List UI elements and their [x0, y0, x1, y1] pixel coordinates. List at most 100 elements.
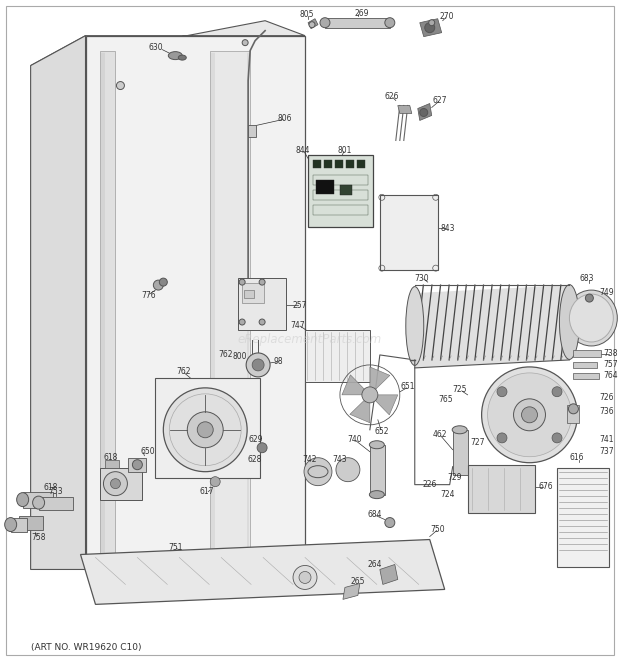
Text: 616: 616 — [569, 453, 583, 462]
Ellipse shape — [385, 18, 395, 28]
Circle shape — [425, 22, 435, 32]
Text: 741: 741 — [599, 435, 614, 444]
Bar — [313, 161, 321, 169]
Circle shape — [187, 412, 223, 447]
Circle shape — [259, 319, 265, 325]
Text: 684: 684 — [368, 510, 382, 519]
Circle shape — [552, 433, 562, 443]
Circle shape — [153, 280, 163, 290]
Circle shape — [252, 359, 264, 371]
Ellipse shape — [168, 52, 182, 59]
Text: 747: 747 — [291, 321, 305, 330]
Bar — [557, 468, 609, 567]
Ellipse shape — [179, 55, 186, 60]
Circle shape — [133, 459, 143, 470]
Text: 800: 800 — [233, 352, 247, 362]
Circle shape — [429, 20, 435, 26]
Circle shape — [336, 457, 360, 482]
Text: 776: 776 — [141, 291, 156, 299]
Text: 270: 270 — [440, 12, 454, 21]
Circle shape — [239, 279, 245, 285]
Bar — [105, 459, 120, 468]
Bar — [242, 283, 264, 303]
Circle shape — [299, 572, 311, 584]
Bar — [316, 180, 334, 194]
Text: 762: 762 — [176, 368, 190, 376]
Polygon shape — [418, 104, 432, 120]
Polygon shape — [370, 367, 390, 395]
Polygon shape — [350, 395, 370, 423]
Polygon shape — [370, 445, 385, 494]
Text: 764: 764 — [603, 371, 618, 380]
Text: 462: 462 — [433, 430, 447, 440]
Polygon shape — [30, 20, 305, 65]
Text: 753: 753 — [48, 487, 63, 496]
Polygon shape — [325, 18, 390, 28]
Circle shape — [513, 399, 546, 431]
Circle shape — [497, 433, 507, 443]
Circle shape — [304, 457, 332, 486]
Text: 726: 726 — [599, 393, 614, 403]
Bar — [574, 362, 597, 368]
Polygon shape — [342, 375, 370, 395]
Polygon shape — [38, 496, 73, 510]
Polygon shape — [415, 285, 569, 368]
Bar — [100, 468, 143, 500]
Circle shape — [104, 472, 127, 496]
Circle shape — [569, 404, 578, 414]
Bar — [313, 175, 368, 185]
Text: 758: 758 — [32, 533, 46, 542]
Circle shape — [242, 40, 248, 46]
Text: 628: 628 — [248, 455, 262, 464]
Bar — [238, 278, 286, 330]
Circle shape — [163, 388, 247, 472]
Polygon shape — [81, 539, 445, 604]
Circle shape — [487, 373, 572, 457]
Bar — [244, 290, 254, 298]
Text: (ART NO. WR19620 C10): (ART NO. WR19620 C10) — [30, 642, 141, 652]
Circle shape — [293, 565, 317, 590]
Polygon shape — [86, 36, 305, 570]
Text: 737: 737 — [599, 447, 614, 456]
Text: 650: 650 — [140, 447, 154, 456]
Polygon shape — [19, 516, 43, 529]
Text: 626: 626 — [384, 92, 399, 101]
Text: 98: 98 — [273, 358, 283, 366]
Circle shape — [210, 477, 220, 486]
Polygon shape — [420, 19, 441, 36]
Text: 743: 743 — [332, 455, 347, 464]
Text: 651: 651 — [401, 382, 415, 391]
Bar — [380, 195, 438, 270]
Text: 751: 751 — [168, 543, 182, 552]
Text: 738: 738 — [603, 350, 618, 358]
Text: 727: 727 — [471, 438, 485, 447]
Polygon shape — [308, 19, 318, 28]
Text: 629: 629 — [249, 435, 264, 444]
Circle shape — [259, 279, 265, 285]
Bar — [156, 378, 260, 478]
Polygon shape — [30, 36, 86, 570]
Text: 226: 226 — [423, 480, 437, 489]
Ellipse shape — [33, 496, 45, 509]
Circle shape — [585, 294, 593, 302]
Text: 843: 843 — [440, 223, 455, 233]
Bar — [128, 457, 146, 472]
Ellipse shape — [17, 492, 29, 506]
Circle shape — [420, 108, 428, 116]
Ellipse shape — [559, 285, 580, 360]
Circle shape — [110, 479, 120, 488]
Text: 627: 627 — [433, 96, 447, 105]
Text: 618: 618 — [43, 483, 58, 492]
Text: eReplacementParts.com: eReplacementParts.com — [238, 334, 382, 346]
Polygon shape — [398, 106, 412, 114]
Bar — [11, 518, 27, 531]
Bar — [335, 161, 343, 169]
Circle shape — [246, 353, 270, 377]
Ellipse shape — [569, 294, 613, 342]
Circle shape — [159, 278, 167, 286]
Ellipse shape — [405, 287, 423, 366]
Text: 724: 724 — [440, 490, 455, 499]
Text: 264: 264 — [368, 560, 382, 569]
Circle shape — [552, 387, 562, 397]
Text: 757: 757 — [603, 360, 618, 369]
